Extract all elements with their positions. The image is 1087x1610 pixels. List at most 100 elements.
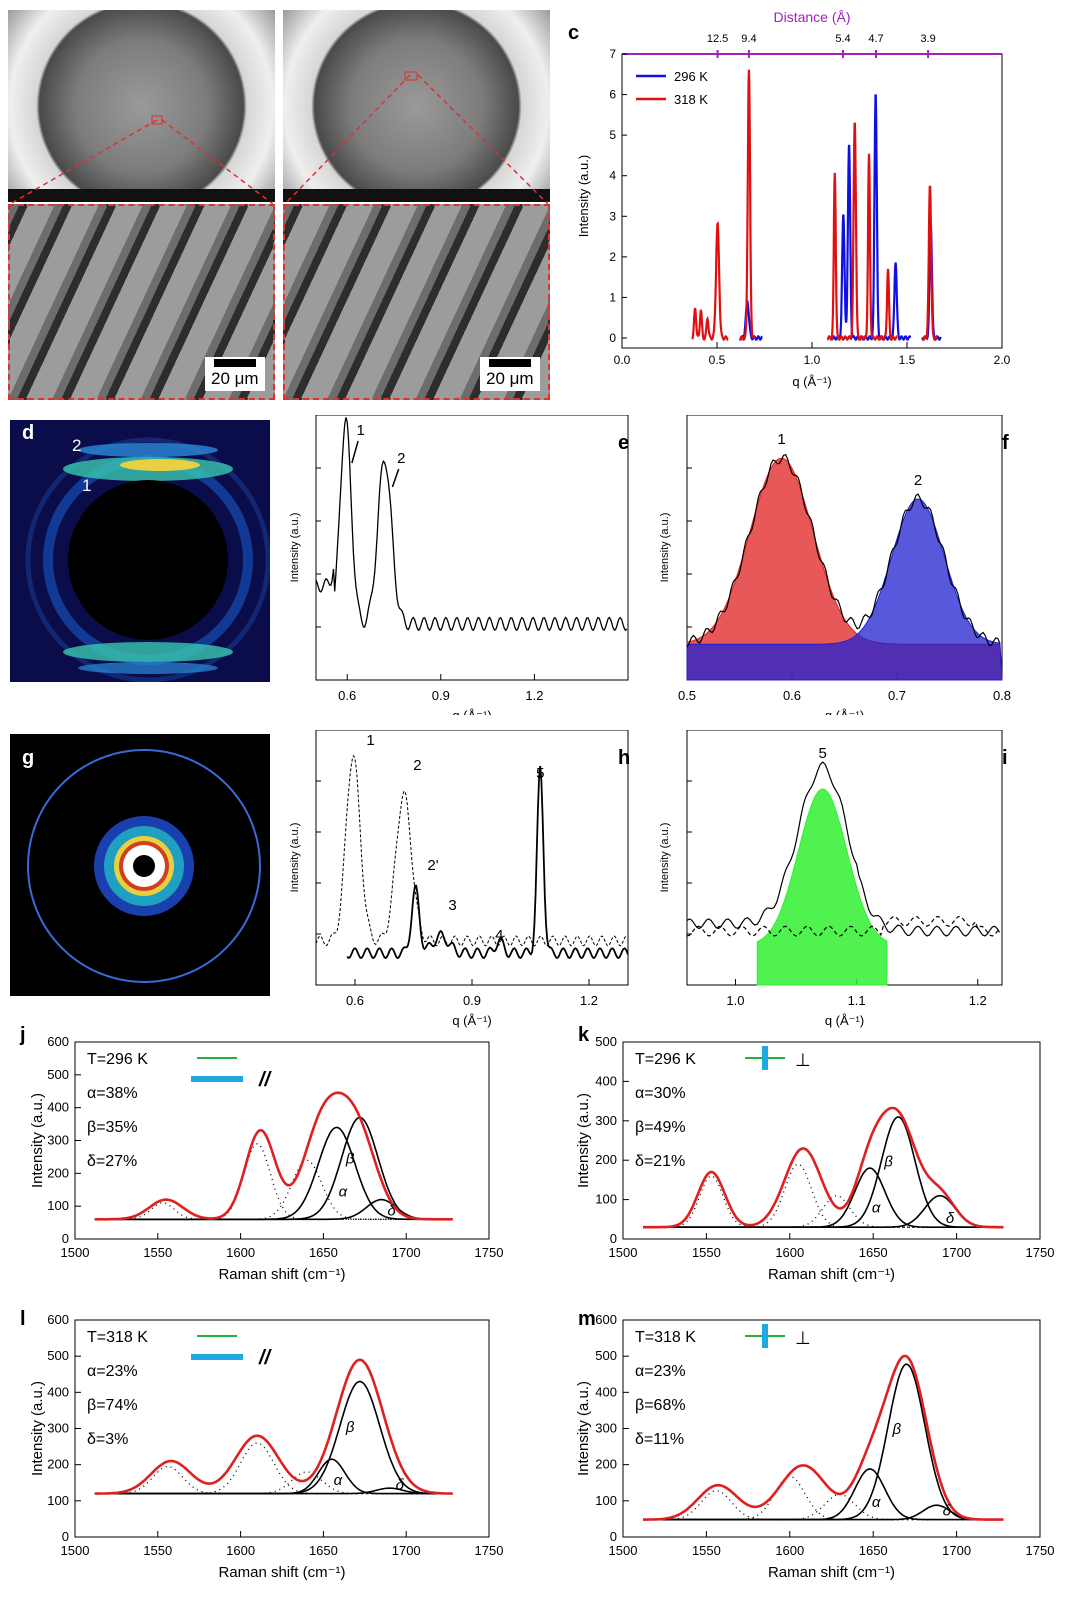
arrow-2 — [391, 468, 400, 488]
y-tick-label: 500 — [595, 1348, 617, 1363]
x-tick-label: 1750 — [1026, 1245, 1055, 1260]
peak-label-1: 1 — [777, 431, 785, 448]
x-tick-label: 2.0 — [994, 353, 1011, 367]
chart-m-raman: 1500 1550 1600 1650 1700 1750 0 100 200 300 400 500… — [575, 1312, 1055, 1581]
x-tick-label: 1.2 — [969, 993, 987, 1008]
component-1 — [643, 1363, 1004, 1521]
x-axis-label: q (Å⁻¹) — [825, 708, 864, 715]
y-axis-label: Intensity (a.u.) — [289, 513, 301, 583]
temperature-label: T=296 K — [635, 1051, 696, 1068]
sem-info-bar-a — [8, 189, 275, 202]
arrow-1 — [351, 440, 359, 464]
alpha-fraction: α=23% — [87, 1363, 138, 1380]
diffraction-image-g — [10, 734, 270, 996]
fiber-orientation-icon — [191, 1354, 243, 1360]
y-axis-label: Intensity (a.u.) — [289, 823, 301, 893]
panel-label-h: h — [618, 747, 631, 769]
legend-label: 296 K — [674, 69, 708, 84]
chart-j-raman: 1500 1550 1600 1650 1700 1750 0 100 200 300 400 500… — [29, 1034, 503, 1283]
x-tick-label: 1500 — [609, 1245, 638, 1260]
x-tick-label: 1500 — [61, 1543, 90, 1558]
peak-label-beta: β — [345, 1419, 355, 1436]
x-tick-label: 1600 — [226, 1543, 255, 1558]
panel-label-l: l — [20, 1308, 26, 1330]
top-tick-label: 3.9 — [920, 33, 935, 45]
plot-frame — [315, 415, 629, 681]
panel-label-c: c — [568, 22, 580, 44]
panel-label-g: g — [22, 747, 35, 769]
polarization-symbol: ⊥ — [795, 1328, 811, 1348]
x-tick-label: 1550 — [692, 1245, 721, 1260]
series-line-296K — [829, 94, 912, 342]
y-tick-label: 5 — [609, 128, 616, 142]
x-axis-label: Raman shift (cm⁻¹) — [218, 1266, 345, 1283]
peak-label-2: 2 — [914, 472, 922, 489]
peak-label-alpha: α — [872, 1199, 881, 1216]
fit-area-5 — [756, 788, 888, 986]
diffraction-image-d — [10, 420, 270, 682]
zoom-guides — [9, 71, 549, 205]
peak-label-3: 3 — [448, 897, 456, 914]
x-axis-label: q (Å⁻¹) — [825, 1013, 864, 1028]
top-axis-title: Distance (Å) — [773, 9, 850, 25]
y-tick-label: 7 — [609, 47, 616, 61]
y-tick-label: 300 — [595, 1421, 617, 1436]
x-tick-label: 0.7 — [888, 688, 906, 703]
panel-label-i: i — [1002, 747, 1008, 769]
peak-label-alpha: α — [872, 1494, 881, 1511]
chart-h-profile: 0.6 0.9 1.2 q (Å⁻¹) Intensity (a.u.) 1 2 2' 3 4 5 — [289, 730, 629, 1028]
y-tick-label: 200 — [47, 1165, 69, 1180]
y-axis-label: Intensity (a.u.) — [29, 1381, 46, 1476]
y-tick-label: 100 — [47, 1493, 69, 1508]
y-tick-label: 600 — [47, 1034, 69, 1049]
y-tick-label: 400 — [47, 1100, 69, 1115]
chart-e-profile: 0.6 0.9 1.2 q (Å⁻¹) Intensity (a.u.) 1 2 — [289, 415, 629, 715]
series-line — [315, 417, 628, 632]
x-tick-label: 0.8 — [993, 688, 1011, 703]
peak-label-1: 2 — [413, 757, 421, 774]
peak-label-beta: β — [345, 1150, 355, 1167]
fit-area-2 — [686, 498, 1003, 681]
chart-l-raman: 1500 1550 1600 1650 1700 1750 0 100 200 300 400 500… — [29, 1312, 503, 1581]
data-line-dashed — [686, 915, 1001, 937]
delta-fraction: δ=11% — [635, 1431, 684, 1448]
peak-label-2: 2 — [397, 450, 405, 467]
x-tick-label: 0.5 — [709, 353, 726, 367]
x-tick-label: 0.9 — [463, 993, 481, 1008]
x-axis-label: Raman shift (cm⁻¹) — [768, 1266, 895, 1283]
panel-label-d: d — [22, 422, 35, 444]
y-tick-label: 3 — [609, 209, 616, 223]
fiber-orientation-icon — [762, 1324, 768, 1348]
series-line-318K — [826, 122, 898, 341]
y-tick-label: 200 — [595, 1457, 617, 1472]
y-tick-label: 400 — [47, 1384, 69, 1399]
peak-label-alpha: α — [334, 1472, 343, 1489]
series-line-318K — [691, 221, 729, 342]
sem-info-bar-b — [283, 189, 550, 202]
x-tick-label: 1650 — [309, 1543, 338, 1558]
chart-k-raman: 1500 1550 1600 1650 1700 1750 0 100 200 300 400 500… — [575, 1034, 1055, 1283]
x-tick-label: 1.5 — [899, 353, 916, 367]
alpha-fraction: α=38% — [87, 1085, 138, 1102]
x-tick-label: 1500 — [61, 1245, 90, 1260]
x-tick-label: 1750 — [1026, 1543, 1055, 1558]
x-tick-label: 1600 — [775, 1543, 804, 1558]
x-tick-label: 1650 — [859, 1543, 888, 1558]
series-line-dashed — [315, 754, 628, 947]
x-tick-label: 1.2 — [580, 993, 598, 1008]
x-axis-label: q (Å⁻¹) — [792, 374, 831, 389]
legend-label: 318 K — [674, 92, 708, 107]
x-tick-label: 0.5 — [678, 688, 696, 703]
y-tick-label: 300 — [47, 1133, 69, 1148]
peak-label-5: 5 — [819, 745, 827, 762]
delta-fraction: δ=3% — [87, 1431, 128, 1448]
x-tick-label: 1.2 — [525, 688, 543, 703]
x-tick-label: 0.6 — [783, 688, 801, 703]
panel-label-f: f — [1002, 432, 1009, 454]
y-tick-label: 100 — [47, 1198, 69, 1213]
envelope-line — [94, 1358, 453, 1495]
y-tick-label: 600 — [47, 1312, 69, 1327]
peak-label-delta: δ — [943, 1503, 952, 1520]
y-tick-label: 0 — [609, 331, 616, 345]
sem-image-b-top — [283, 10, 550, 202]
